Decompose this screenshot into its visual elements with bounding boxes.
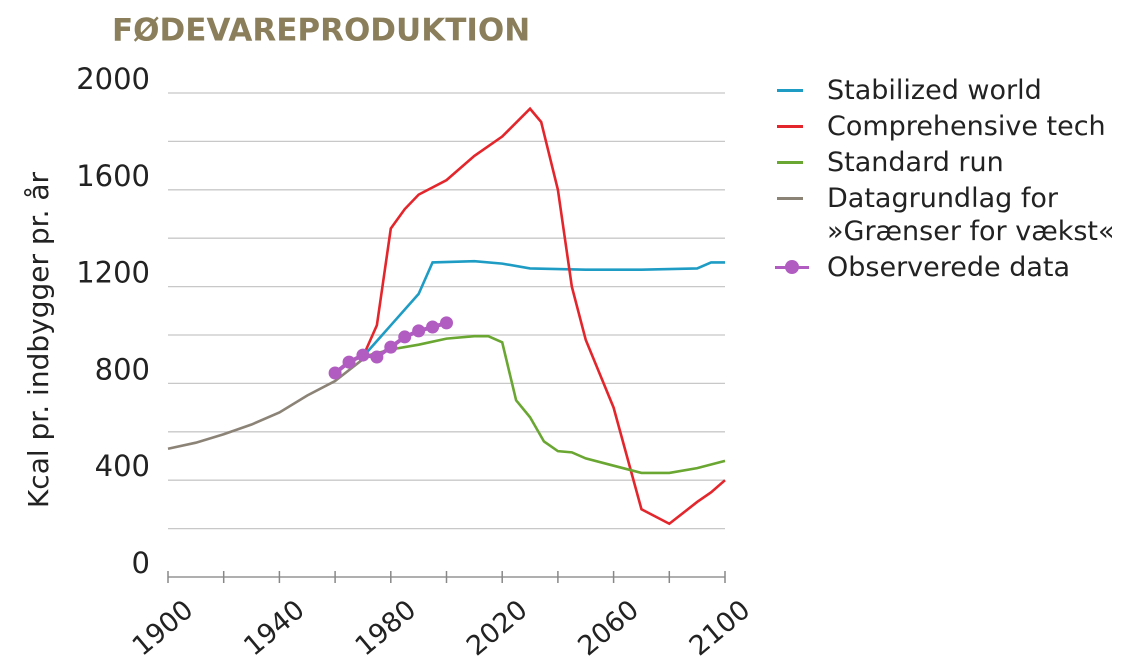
legend-label: Observerede data	[827, 252, 1071, 283]
legend-label: Comprehensive tech	[827, 111, 1106, 142]
data-point	[398, 330, 412, 344]
data-point	[384, 340, 398, 354]
chart-title: FØDEVAREPRODUKTION	[112, 13, 530, 49]
x-tick-label: 2060	[572, 594, 645, 662]
series-line	[362, 334, 726, 475]
legend-swatch	[777, 197, 803, 200]
legend-item: Standard run	[775, 146, 1122, 179]
legend-swatch	[777, 125, 803, 128]
legend-label: Stabilized world	[827, 75, 1042, 106]
y-tick-label: 2000	[76, 62, 150, 96]
y-axis-label: Kcal pr. indbygger pr. år	[22, 171, 55, 508]
data-point	[356, 348, 370, 362]
data-point	[412, 324, 426, 338]
y-tick-label: 1600	[76, 159, 150, 193]
data-point	[426, 320, 440, 334]
y-tick-label: 800	[95, 352, 150, 386]
legend-swatch	[777, 89, 803, 92]
x-tick-label: 1980	[350, 594, 423, 662]
series-line	[167, 358, 364, 451]
y-tick-label: 400	[95, 449, 150, 483]
legend-item: Comprehensive tech	[775, 110, 1122, 143]
legend-swatch	[777, 161, 803, 164]
data-point	[440, 316, 453, 330]
legend-marker	[785, 260, 799, 274]
legend-label: Datagrundlag for »Grænser for vækst«	[827, 183, 1115, 247]
series-line	[361, 106, 726, 526]
y-tick-label: 0	[132, 546, 150, 580]
legend: Stabilized world Comprehensive tech Standa…	[775, 74, 1122, 287]
legend-label: Standard run	[827, 147, 1004, 178]
y-tick-label: 1200	[76, 256, 150, 290]
data-point	[328, 366, 342, 380]
series-line	[361, 259, 725, 358]
legend-item: Datagrundlag for »Grænser for vækst«	[775, 182, 1122, 248]
x-tick-label: 2100	[684, 594, 757, 662]
data-point	[342, 355, 356, 369]
x-tick-label: 2020	[461, 594, 534, 662]
x-tick-label: 1900	[127, 594, 200, 662]
legend-item: Stabilized world	[775, 74, 1122, 107]
legend-item: Observerede data	[775, 251, 1122, 284]
data-point	[370, 350, 384, 364]
x-tick-label: 1940	[238, 594, 311, 662]
